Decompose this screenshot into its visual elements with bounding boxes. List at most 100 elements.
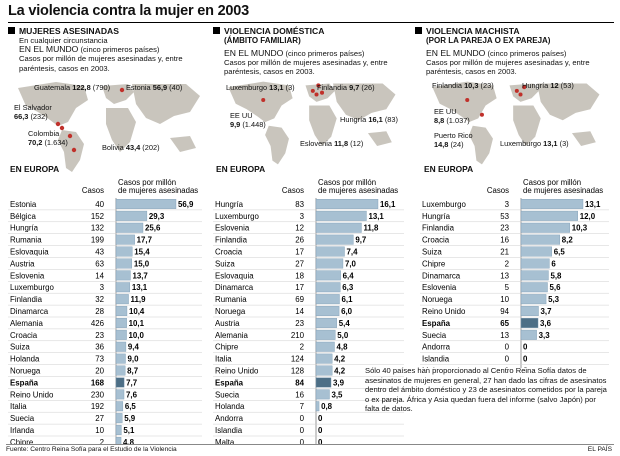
map-label: EE UU 8,8 (1.037) [434, 107, 470, 125]
category-label: Luxemburgo [10, 283, 54, 292]
bar [315, 282, 341, 293]
category-label: Islandia [215, 426, 243, 435]
bar-value-label: 3,7 [541, 307, 553, 316]
casos-value: 426 [91, 319, 105, 328]
bar [115, 294, 129, 305]
europa-label: EN EUROPA [424, 164, 474, 174]
bar-value-label: 0,8 [321, 402, 333, 411]
bar-value-label: 4,2 [334, 367, 346, 376]
bar-value-label: 0 [523, 355, 528, 364]
bar [115, 270, 131, 281]
bar-value-label: 5,6 [550, 283, 562, 292]
bar [115, 365, 126, 376]
bar-value-label: 7,0 [345, 259, 357, 268]
bar [115, 377, 125, 388]
map-marker [314, 92, 319, 97]
casos-value: 12 [295, 224, 304, 233]
bar [115, 199, 177, 209]
casos-value: 132 [91, 224, 104, 233]
mundo-rest: (cinco primeros países) [485, 49, 567, 58]
bar-value-label: 3,3 [539, 331, 551, 340]
bar [115, 246, 133, 257]
map-marker [119, 87, 125, 93]
casos-value: 16 [295, 390, 304, 399]
bar-value-label: 10,4 [129, 307, 145, 316]
casos-value: 18 [295, 271, 304, 280]
bar-value-label: 16,1 [380, 200, 396, 209]
map-label: Hungría 12 (53) [522, 81, 574, 90]
bar [315, 294, 340, 305]
casos-value: 0 [505, 367, 510, 369]
category-label: España [422, 319, 451, 328]
category-label: Croacia [215, 248, 243, 257]
casos-value: 210 [291, 331, 305, 340]
casos-value: 0 [505, 343, 510, 352]
bar [315, 270, 341, 281]
bar-value-label: 9,7 [355, 236, 367, 245]
category-label: Hungría [422, 212, 451, 221]
category-label: Dinamarca [10, 307, 49, 316]
section-line1: En cualquier circunstancia [19, 36, 108, 45]
category-label: Rumania [10, 236, 42, 245]
casos-value: 28 [95, 307, 104, 316]
category-label: Croacia [10, 331, 38, 340]
rate-header: Casos por millón [523, 178, 581, 187]
bar-value-label: 12,0 [580, 212, 596, 221]
bar [315, 341, 335, 352]
category-label: Dinamarca [215, 283, 254, 292]
bar-value-label: 6,1 [341, 295, 353, 304]
casos-value: 43 [95, 248, 104, 257]
map-label: El Salvador 66,3 (232) [14, 103, 52, 121]
casos-value: 23 [95, 331, 104, 340]
bar [520, 329, 537, 340]
map-marker [261, 98, 266, 103]
bar-value-label: 13,1 [368, 212, 384, 221]
casos-value: 0 [300, 414, 305, 423]
casos-value: 2 [100, 438, 104, 444]
category-label: Suecia [215, 390, 240, 399]
rate-header: de mujeres asesinadas [318, 186, 398, 195]
casos-value: 65 [500, 319, 509, 328]
casos-value: 73 [95, 355, 104, 364]
brand-credit: EL PAÍS [587, 446, 612, 453]
source-credit: Fuente: Centro Reina Sofía para el Estud… [6, 446, 177, 453]
category-label: Suiza [215, 259, 235, 268]
section-desc: Casos por millón de mujeres asesinadas y… [19, 54, 183, 73]
world-map-asesinadas [18, 82, 200, 172]
bar-value-label: 17,7 [137, 236, 153, 245]
category-label: Alemania [10, 319, 44, 328]
category-label: Suiza [10, 343, 30, 352]
category-label: Estonia [10, 200, 37, 209]
bar-value-label: 5,1 [123, 426, 135, 435]
bar-value-label: 5,0 [337, 331, 349, 340]
bar [115, 210, 148, 221]
europa-label: EN EUROPA [10, 164, 60, 174]
map-marker [310, 88, 315, 93]
bar-value-label: 5,4 [339, 319, 351, 328]
bar-value-label: 13,7 [132, 271, 148, 280]
bar [520, 306, 539, 317]
bar [315, 389, 330, 400]
category-label: Dinamarca [422, 271, 461, 280]
casos-value: 0 [505, 355, 510, 364]
casos-value: 16 [500, 236, 509, 245]
bar-value-label: 0 [318, 426, 323, 435]
bar [520, 270, 549, 281]
bar [115, 234, 135, 245]
map-label: Bolivia 43,4 (202) [102, 143, 160, 152]
casos-value: 36 [95, 343, 104, 352]
casos-value: 21 [500, 248, 509, 257]
category-label: Luxemburgo [215, 212, 259, 221]
category-label: Suiza [422, 248, 442, 257]
bar-value-label: 5,3 [548, 295, 560, 304]
casos-value: 14 [295, 307, 304, 316]
category-label: Holanda [215, 402, 245, 411]
category-label: España [10, 378, 39, 387]
category-label: Malta [422, 367, 442, 369]
bar-value-label: 9,4 [128, 343, 140, 352]
world-map-domestica [228, 81, 396, 165]
category-label: Noruega [215, 307, 246, 316]
bar [115, 437, 122, 444]
bar-value-label: 6,4 [343, 271, 355, 280]
map-label: Eslovenia 11,8 (12) [300, 139, 364, 148]
